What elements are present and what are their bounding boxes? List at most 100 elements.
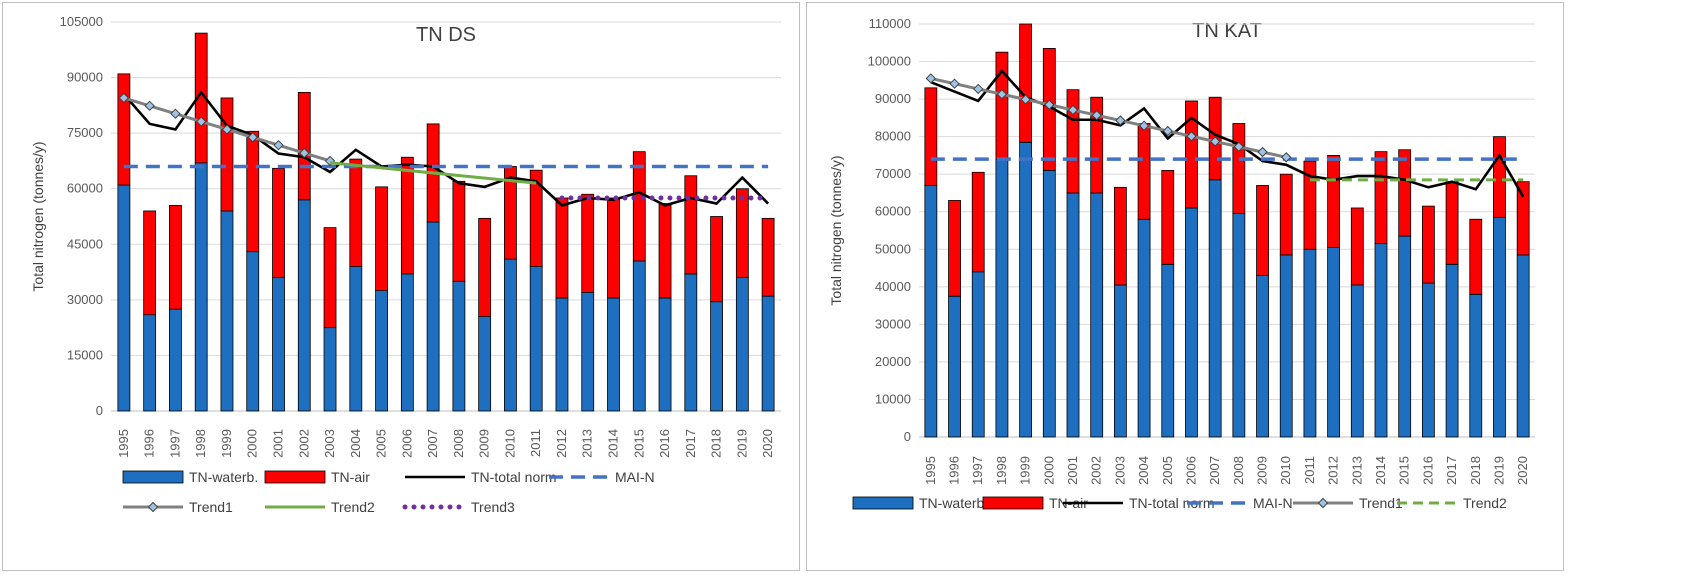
legend-label: TN-waterb.	[919, 495, 988, 511]
x-tick-label: 2017	[683, 429, 698, 458]
bar	[246, 130, 260, 253]
bar	[581, 292, 595, 412]
x-tick-label: 2008	[451, 429, 466, 458]
y-tick-label: 20000	[875, 354, 911, 369]
legend-swatch	[264, 470, 326, 484]
bar	[1327, 155, 1341, 248]
trend-marker	[221, 124, 233, 135]
bar	[1137, 218, 1151, 438]
legend-label: Trend2	[1463, 495, 1507, 511]
trend-marker	[1091, 110, 1102, 121]
series-line-trend1	[930, 76, 1287, 159]
chart-tn-kat: TN KAT 0 10000 20000 30000 40000 50000 60000 700…	[828, 16, 1535, 511]
trend-marker	[1233, 141, 1245, 152]
trend-marker	[118, 92, 130, 104]
x-tick-label: 1998	[193, 429, 208, 458]
trend-marker	[949, 78, 960, 89]
bar	[607, 197, 620, 299]
bar	[555, 197, 569, 299]
bar	[272, 167, 285, 279]
bar	[581, 193, 595, 293]
bar	[349, 266, 363, 412]
y-tick-label: 15000	[67, 347, 103, 362]
bar	[1421, 282, 1435, 438]
x-tick-label: 2004	[1136, 456, 1151, 485]
x-tick-label: 2005	[374, 429, 389, 458]
bar	[1469, 218, 1483, 295]
bar	[971, 171, 985, 273]
bar	[1279, 173, 1293, 256]
y-tick-label: 110000	[869, 16, 911, 31]
bar	[452, 280, 466, 412]
x-tick-label: 2010	[1278, 456, 1293, 485]
bar	[194, 32, 208, 164]
bar	[1161, 263, 1175, 438]
bar	[1469, 293, 1483, 438]
bar	[948, 295, 961, 438]
trend-marker	[1162, 125, 1173, 137]
legend-marker	[147, 501, 159, 513]
bar	[658, 297, 672, 412]
legend-label: TN-total norm	[471, 469, 557, 485]
legend-label: TN-air	[331, 469, 370, 485]
bar	[452, 180, 466, 282]
bar	[607, 297, 620, 412]
bar	[297, 91, 311, 201]
legend-swatch	[982, 496, 1044, 510]
x-tick-label: 2009	[1255, 456, 1270, 485]
bar	[1256, 275, 1269, 438]
x-tick-label: 1996	[947, 456, 962, 485]
bar	[1493, 216, 1506, 438]
bar	[1232, 213, 1246, 438]
bar	[995, 51, 1009, 160]
bar	[1398, 235, 1412, 438]
trend-marker	[247, 132, 258, 143]
bar	[400, 156, 414, 275]
x-tick-label: 1999	[1018, 456, 1033, 485]
bar	[555, 297, 569, 412]
bar	[1066, 89, 1080, 194]
bar	[684, 273, 698, 412]
trend-marker	[1209, 136, 1221, 147]
y-axis-label: Total nitrogen (tonnes/y)	[30, 141, 46, 291]
x-tick-label: 2006	[399, 429, 414, 458]
bar	[1374, 151, 1388, 245]
bar	[426, 221, 440, 412]
bar	[1279, 254, 1293, 438]
trend-marker	[144, 100, 155, 112]
y-tick-label: 0	[96, 403, 103, 418]
y-tick-label: 90000	[67, 70, 103, 85]
x-tick-label: 2004	[348, 429, 363, 458]
y-tick-label: 10000	[875, 391, 911, 406]
x-tick-label: 2008	[1231, 456, 1246, 485]
legend-swatch	[852, 496, 914, 510]
bar	[529, 169, 543, 267]
legend-label: TN-total norm	[1129, 495, 1215, 511]
y-tick-label: 90000	[875, 91, 911, 106]
bar	[400, 273, 414, 412]
bar	[194, 162, 208, 412]
x-tick-label: 2000	[1041, 456, 1056, 485]
bar	[1019, 141, 1033, 438]
bar	[1303, 248, 1317, 438]
x-tick-label: 2000	[245, 429, 260, 458]
bar	[323, 327, 337, 412]
bar	[1019, 23, 1033, 143]
trend-marker	[1020, 94, 1031, 105]
bar	[710, 216, 723, 303]
trend-marker	[1044, 99, 1055, 110]
y-tick-label: 75000	[67, 125, 103, 140]
x-tick-label: 1999	[219, 429, 234, 458]
bar	[117, 73, 131, 186]
chart-title: TN KAT	[1192, 20, 1262, 42]
x-tick-label: 1997	[167, 429, 182, 458]
y-tick-label: 70000	[875, 166, 911, 181]
bar	[1090, 192, 1104, 438]
trend-marker	[1186, 131, 1197, 142]
bar	[220, 210, 234, 412]
bar	[924, 87, 938, 186]
trend-marker	[1257, 146, 1268, 158]
bar	[1445, 263, 1459, 438]
y-tick-label: 30000	[875, 316, 911, 331]
y-tick-label: 50000	[875, 241, 911, 256]
